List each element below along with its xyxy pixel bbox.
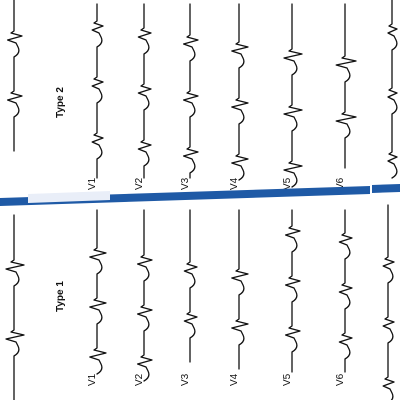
- type-1-panel-title: Type 1: [55, 281, 66, 312]
- type-2-lead-v6-label: V6: [335, 177, 346, 190]
- type-1-panel: Type 1 V1 V2 V3 V4 V5 V6: [55, 209, 353, 386]
- type-1-lead-v6-trace: [338, 209, 353, 373]
- cropped-right-trace-1: [387, 0, 398, 179]
- type-2-lead-v1-trace: [91, 3, 104, 179]
- type-2-panel-title: Type 2: [55, 87, 66, 118]
- type-1-lead-v5-trace: [284, 209, 301, 373]
- type-2-lead-v3-label: V3: [180, 177, 191, 190]
- type-2-lead-v3-trace: [182, 3, 199, 179]
- cropped-left-ecg-strip: [5, 0, 25, 400]
- type-1-lead-v5-label: V5: [282, 373, 293, 386]
- type-2-lead-v5-label: V5: [282, 177, 293, 190]
- cropped-left-trace-1: [6, 0, 23, 152]
- type-2-lead-v2-label: V2: [134, 177, 145, 190]
- cropped-right-trace-2: [382, 204, 395, 400]
- type-2-lead-v1-label: V1: [87, 177, 98, 190]
- type-2-panel: Type 2 V1 V2 V3 V4 V5 V6: [55, 3, 357, 190]
- type-1-lead-v6-label: V6: [335, 373, 346, 386]
- type-2-lead-v5-trace: [283, 3, 303, 188]
- type-2-lead-v4-trace: [231, 3, 249, 181]
- type-2-lead-v6-trace: [335, 3, 357, 169]
- type-1-lead-v2-label: V2: [134, 373, 145, 386]
- type-2-lead-v4-label: V4: [229, 177, 240, 190]
- type-1-lead-v4-label: V4: [229, 373, 240, 386]
- type-1-lead-v1-trace: [89, 209, 107, 375]
- type-1-lead-v2-trace: [136, 209, 153, 382]
- panel-divider: [0, 184, 400, 206]
- cropped-left-trace-2: [5, 214, 25, 400]
- type-1-lead-v4-trace: [231, 209, 249, 370]
- type-1-lead-v1-label: V1: [87, 373, 98, 386]
- cropped-right-ecg-strip: [382, 0, 398, 400]
- type-2-lead-v2-trace: [137, 3, 152, 179]
- type-1-lead-v3-trace: [183, 209, 198, 363]
- type-1-lead-v3-label: V3: [180, 373, 191, 386]
